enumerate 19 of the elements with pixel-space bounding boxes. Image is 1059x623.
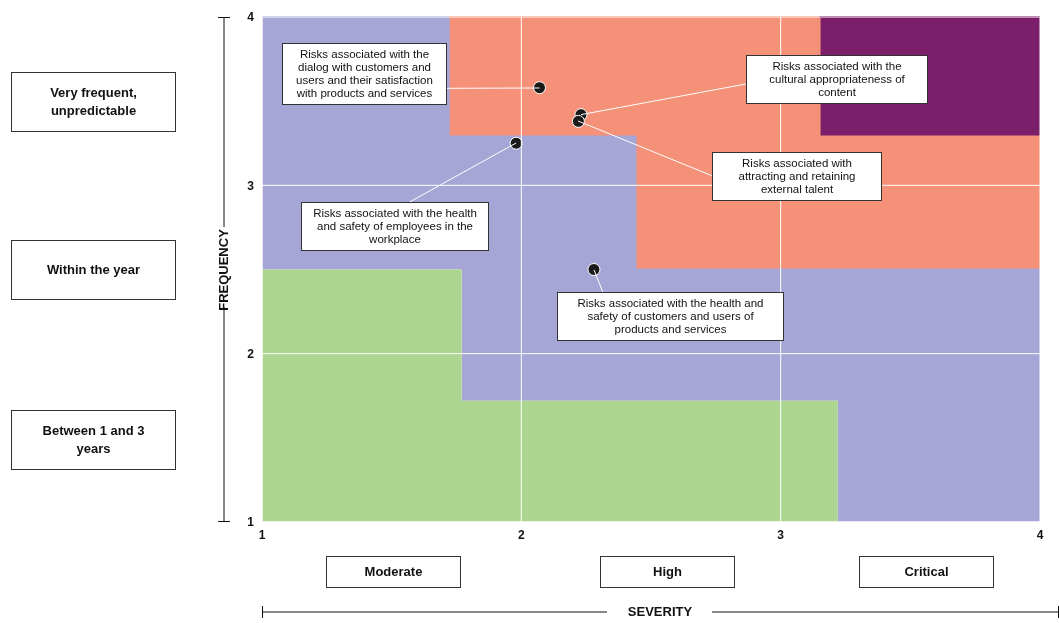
point	[587, 263, 601, 276]
text: Between 1 and 3 years	[11, 410, 176, 470]
y-tick-label: 1	[247, 515, 255, 530]
x-axis-title: SEVERITY	[626, 603, 694, 621]
y-axis-title: FREQUENCY	[215, 228, 232, 313]
x-tick-label: 4	[1036, 527, 1044, 542]
text: High	[600, 556, 735, 588]
y-tick-label: 2	[247, 346, 255, 361]
text: Within the year	[11, 240, 176, 300]
x-tick-label: 3	[777, 527, 785, 542]
y-tick-label: 3	[247, 178, 255, 193]
point	[571, 114, 585, 128]
x-tick-label: 2	[517, 527, 525, 542]
text: Critical	[859, 556, 994, 588]
text: Moderate	[326, 556, 461, 588]
text: Very frequent, unpredictable	[11, 72, 176, 132]
y-tick-label: 4	[247, 10, 255, 25]
x-tick-label: 1	[258, 527, 266, 542]
point	[509, 136, 523, 150]
